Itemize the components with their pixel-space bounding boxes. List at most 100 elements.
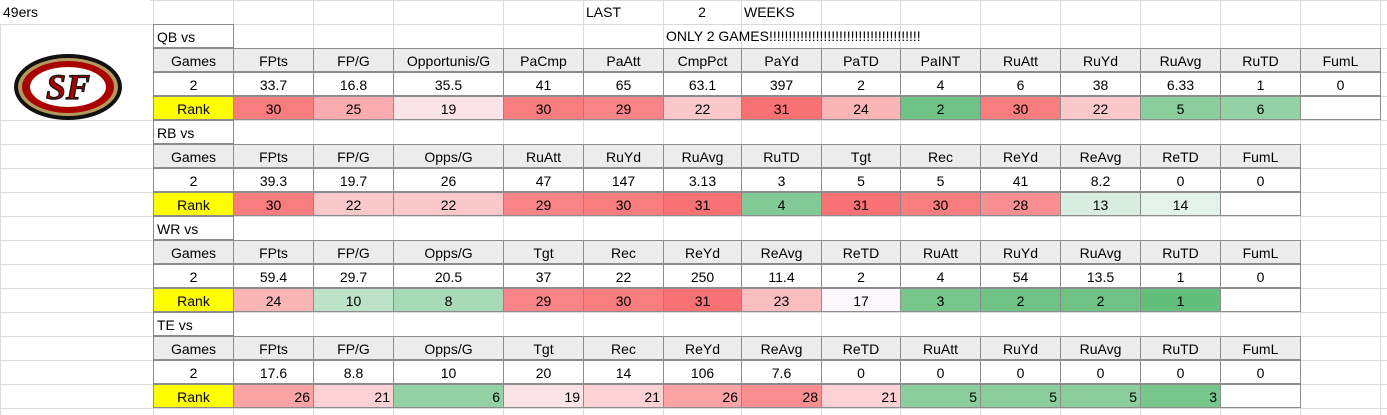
column-header: Rec (583, 240, 664, 264)
rank-value: 30 (900, 192, 981, 216)
column-header: Games (153, 336, 234, 360)
rank-value: 30 (583, 192, 664, 216)
column-header: RuAtt (980, 48, 1061, 72)
column-header: FPts (233, 48, 314, 72)
column-header: Games (153, 144, 234, 168)
column-header: RuAtt (900, 240, 981, 264)
column-header: FumL (1220, 336, 1301, 360)
rank-value: 23 (741, 288, 822, 312)
stat-value: 8.2 (1060, 168, 1141, 192)
column-header: FPts (233, 336, 314, 360)
stat-value: 0 (1060, 360, 1141, 384)
stat-value: 14 (583, 360, 664, 384)
rank-value: 1 (1140, 288, 1221, 312)
team-name: 49ers (0, 0, 150, 24)
stat-value: 3 (741, 168, 822, 192)
stat-value: 2 (153, 360, 234, 384)
column-header: RuAvg (1060, 240, 1141, 264)
rank-value: 13 (1060, 192, 1141, 216)
stat-value: 10 (393, 360, 504, 384)
stat-value: 33.7 (233, 72, 314, 96)
gridline-h (0, 0, 1387, 1)
column-header: RuAtt (900, 336, 981, 360)
column-header: FP/G (313, 336, 394, 360)
section-title: WR vs (153, 216, 234, 240)
rank-value: 3 (1140, 384, 1221, 408)
rank-value: 22 (663, 96, 742, 120)
rank-value: 5 (900, 384, 981, 408)
rank-value: 19 (393, 96, 504, 120)
stat-value: 22 (583, 264, 664, 288)
column-header: RuYd (1060, 48, 1141, 72)
stat-value: 19.7 (313, 168, 394, 192)
stat-value: 16.8 (313, 72, 394, 96)
column-header: FumL (1300, 48, 1381, 72)
rank-value: 30 (233, 96, 314, 120)
rank-value: 31 (741, 96, 822, 120)
rank-value: 22 (313, 192, 394, 216)
column-header: Rec (583, 336, 664, 360)
stat-value: 6.33 (1140, 72, 1221, 96)
column-header: RuAvg (663, 144, 742, 168)
rank-value: 21 (313, 384, 394, 408)
rank-label: Rank (153, 384, 234, 408)
column-header: ReTD (1140, 144, 1221, 168)
stat-value: 59.4 (233, 264, 314, 288)
rank-value: 31 (663, 192, 742, 216)
last-label: LAST (586, 4, 622, 20)
stat-value: 8.8 (313, 360, 394, 384)
rank-empty (1300, 96, 1381, 120)
rank-value: 2 (980, 288, 1061, 312)
stat-value: 2 (821, 264, 901, 288)
stat-value: 106 (663, 360, 742, 384)
team-logo: SF (14, 54, 122, 120)
rank-value: 31 (663, 288, 742, 312)
rank-value: 24 (233, 288, 314, 312)
rank-value: 30 (583, 288, 664, 312)
weeks-label: WEEKS (744, 4, 795, 20)
rank-value: 25 (313, 96, 394, 120)
stat-value: 37 (503, 264, 584, 288)
column-header: ReTD (821, 240, 901, 264)
column-header: FP/G (313, 48, 394, 72)
rank-value: 2 (1060, 288, 1141, 312)
column-header: Opps/G (393, 240, 504, 264)
logo-inner (30, 67, 106, 107)
stat-value: 39.3 (233, 168, 314, 192)
rank-value: 14 (1140, 192, 1221, 216)
column-header: RuTD (1220, 48, 1301, 72)
column-header: RuAvg (1140, 48, 1221, 72)
logo-text: SF (46, 67, 90, 107)
column-header: Games (153, 48, 234, 72)
stat-value: 17.6 (233, 360, 314, 384)
stat-value: 2 (153, 264, 234, 288)
stat-value: 0 (821, 360, 901, 384)
rank-value: 29 (583, 96, 664, 120)
rank-label: Rank (153, 288, 234, 312)
stat-value: 147 (583, 168, 664, 192)
column-header: RuAvg (1060, 336, 1141, 360)
stat-value: 0 (1140, 360, 1221, 384)
column-header: ReYd (663, 240, 742, 264)
section-title: RB vs (153, 120, 234, 144)
rank-value: 30 (233, 192, 314, 216)
column-header: ReAvg (741, 336, 822, 360)
gridline-h (0, 120, 1387, 121)
column-header: PaTD (821, 48, 901, 72)
column-header: RuYd (980, 240, 1061, 264)
column-header: ReYd (980, 144, 1061, 168)
column-header: Opps/G (393, 336, 504, 360)
column-header: Rec (900, 144, 981, 168)
stat-value: 0 (1220, 264, 1301, 288)
stat-value: 0 (1300, 72, 1381, 96)
stat-value: 5 (900, 168, 981, 192)
column-header: ReTD (821, 336, 901, 360)
column-header: RuTD (741, 144, 822, 168)
stat-value: 54 (980, 264, 1061, 288)
rank-value: 30 (503, 96, 584, 120)
gridline-h (0, 408, 1387, 409)
gridline-h (0, 24, 1387, 25)
column-header: CmpPct (663, 48, 742, 72)
stat-value: 20 (503, 360, 584, 384)
